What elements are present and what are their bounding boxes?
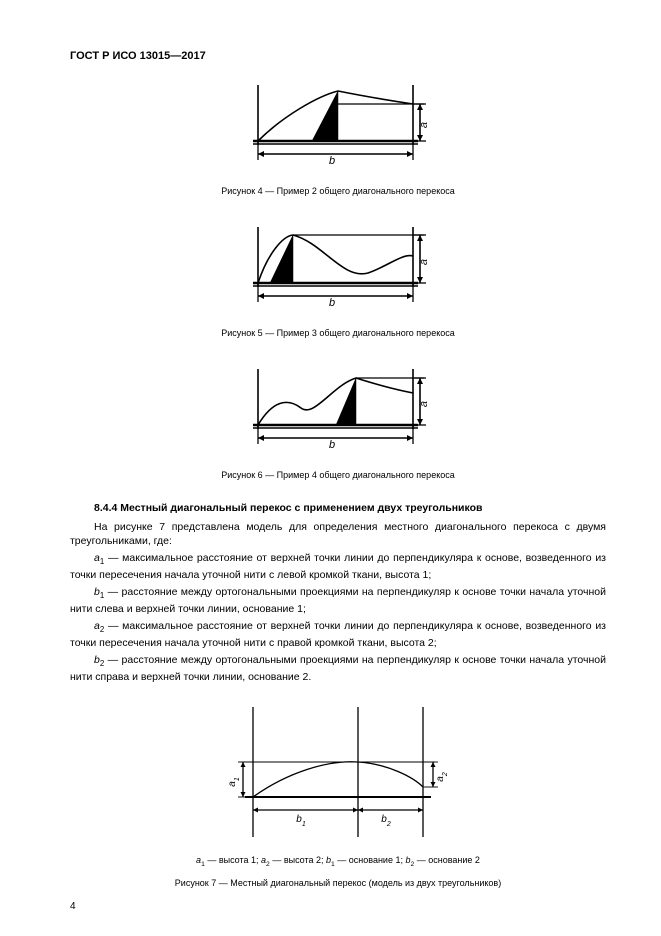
figure-7-legend: a1 — высота 1; a2 — высота 2; b1 — основ…: [70, 855, 606, 868]
svg-text:b: b: [329, 439, 335, 451]
para-intro: На рисунке 7 представлена модель для опр…: [70, 520, 606, 548]
figure-4-caption: Рисунок 4 — Пример 2 общего диагональног…: [70, 186, 606, 196]
document-header: ГОСТ Р ИСО 13015—2017: [70, 50, 606, 62]
figure-5: ba: [70, 218, 606, 318]
svg-text:a: a: [418, 259, 430, 265]
figure-4: ba: [70, 76, 606, 176]
svg-text:a: a: [418, 122, 430, 128]
svg-text:a2: a2: [435, 772, 449, 782]
figure-5-caption: Рисунок 5 — Пример 3 общего диагональног…: [70, 328, 606, 338]
def-a1: a1 — максимальное расстояние от верхней …: [70, 551, 606, 582]
def-a2-text: — максимальное расстояние от верхней точ…: [70, 620, 606, 649]
figure-7-svg: b1 b2 a1 a2: [188, 702, 488, 842]
figure-4-svg: ba: [228, 76, 448, 171]
figure-7: b1 b2 a1 a2: [70, 702, 606, 847]
svg-text:a: a: [418, 401, 430, 407]
svg-text:b1: b1: [296, 814, 306, 828]
def-b1: b1 — расстояние между ортогональными про…: [70, 585, 606, 616]
svg-text:b: b: [329, 155, 335, 167]
figure-7-caption: Рисунок 7 — Местный диагональный перекос…: [70, 878, 606, 888]
figure-6: ba: [70, 360, 606, 460]
svg-text:a1: a1: [227, 777, 241, 787]
def-a2: a2 — максимальное расстояние от верхней …: [70, 619, 606, 650]
figure-5-svg: ba: [228, 218, 448, 313]
svg-text:b2: b2: [381, 814, 391, 828]
page: ГОСТ Р ИСО 13015—2017 ba Рисунок 4 — При…: [0, 0, 661, 936]
figure-6-caption: Рисунок 6 — Пример 4 общего диагональног…: [70, 470, 606, 480]
leg-b1t: — основание 1;: [335, 855, 406, 865]
def-a1-text: — максимальное расстояние от верхней точ…: [70, 552, 606, 581]
figure-6-svg: ba: [228, 360, 448, 455]
leg-a2t: — высота 2;: [270, 855, 326, 865]
leg-b2t: — основание 2: [414, 855, 480, 865]
section-844-title: 8.4.4 Местный диагональный перекос с при…: [94, 502, 606, 514]
svg-text:b: b: [329, 297, 335, 309]
def-b2-text: — расстояние между ортогональными проекц…: [70, 654, 606, 683]
leg-a1t: — высота 1;: [205, 855, 261, 865]
page-number: 4: [70, 901, 76, 912]
def-b1-text: — расстояние между ортогональными проекц…: [70, 586, 606, 615]
def-b2: b2 — расстояние между ортогональными про…: [70, 653, 606, 684]
